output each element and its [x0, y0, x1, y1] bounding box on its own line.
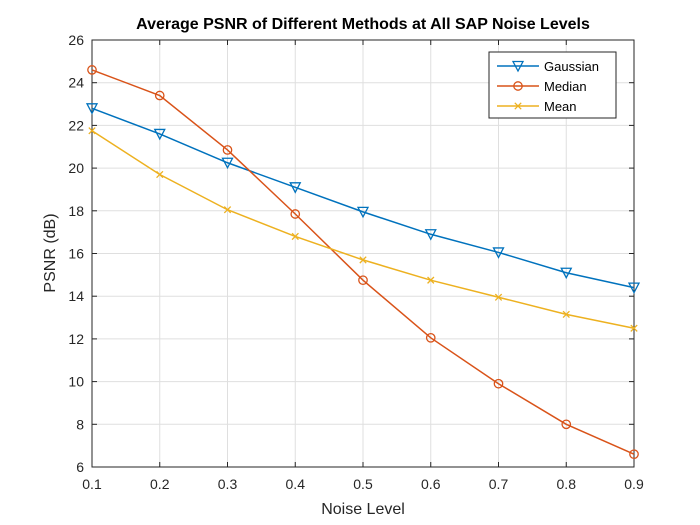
- x-tick-label: 0.7: [489, 476, 509, 492]
- legend-marker-mean: [514, 102, 522, 110]
- y-tick-label: 16: [68, 246, 84, 262]
- data-point-mean: [223, 206, 232, 214]
- x-tick-label: 0.1: [82, 476, 102, 492]
- y-tick-label: 12: [68, 331, 84, 347]
- data-point-gaussian: [560, 267, 573, 280]
- data-point-mean-stroke: [562, 310, 570, 319]
- legend: Gaussian Median Mean: [488, 51, 617, 119]
- data-point-median: [629, 449, 639, 460]
- legend-box: [488, 51, 617, 119]
- x-tick-label: 0.4: [286, 476, 306, 492]
- chart-title: Average PSNR of Different Methods at All…: [136, 16, 590, 33]
- data-point-median: [358, 275, 368, 286]
- series-layer: [85, 65, 641, 460]
- data-point-mean-stroke: [223, 206, 232, 214]
- data-point-median: [493, 378, 504, 389]
- legend-item-gaussian: Gaussian: [497, 59, 599, 74]
- data-point-mean-stroke: [630, 324, 638, 332]
- data-point-mean: [291, 232, 299, 241]
- series-line-gaussian: [91, 107, 635, 289]
- x-tick-label: 0.3: [218, 476, 238, 492]
- data-point-median: [87, 65, 97, 75]
- grid: [91, 39, 635, 468]
- y-tick-label: 10: [68, 374, 84, 390]
- data-point-mean: [562, 310, 570, 319]
- data-point-mean: [630, 324, 638, 332]
- data-point-median: [561, 419, 572, 430]
- series-line-median: [91, 69, 635, 455]
- x-tick-label: 0.9: [624, 476, 644, 492]
- y-tick-label: 20: [68, 160, 84, 176]
- data-point-mean-stroke: [427, 276, 435, 284]
- y-tick-label: 18: [68, 203, 84, 219]
- axes-box: [91, 39, 635, 468]
- data-point-mean: [156, 170, 164, 179]
- data-point-mean: [359, 256, 367, 264]
- x-tick-label: 0.8: [557, 476, 577, 492]
- series-median: [87, 65, 639, 460]
- legend-marker-median: [513, 81, 523, 91]
- data-point-mean-stroke: [291, 232, 299, 241]
- series-mean: [88, 127, 638, 332]
- data-point-gaussian: [221, 157, 234, 170]
- legend-item-mean: Mean: [497, 99, 577, 114]
- data-point-gaussian: [424, 229, 437, 241]
- y-tick-label: 24: [68, 75, 84, 91]
- y-tick-label: 8: [76, 416, 84, 432]
- legend-marker-gaussian: [511, 60, 525, 73]
- legend-label-median: Median: [544, 79, 587, 94]
- data-point-median: [222, 145, 233, 155]
- data-point-median: [154, 90, 165, 101]
- data-point-gaussian: [627, 282, 641, 295]
- y-tick-label: 6: [76, 459, 84, 475]
- y-tick-label: 14: [68, 288, 84, 304]
- data-point-mean-stroke: [359, 256, 367, 264]
- x-tick-label: 0.2: [150, 476, 170, 492]
- data-point-median: [290, 209, 301, 219]
- data-point-mean-stroke: [156, 170, 164, 179]
- axes: 0.1 0.2 0.3 0.4 0.5 0.6 0.7 0.8 0.9 6 8 10 12 14 16 18 2…: [68, 32, 644, 492]
- data-point-gaussian: [356, 206, 370, 219]
- y-tick-label: 26: [68, 32, 84, 48]
- data-point-mean: [427, 276, 435, 284]
- x-axis-label: Noise Level: [321, 501, 405, 518]
- legend-item-median: Median: [497, 79, 587, 94]
- data-point-gaussian: [289, 182, 302, 194]
- data-point-gaussian: [85, 103, 99, 115]
- y-tick-label: 22: [68, 117, 84, 133]
- data-point-gaussian: [492, 247, 505, 259]
- y-axis-label: PSNR (dB): [42, 213, 59, 292]
- data-point-gaussian: [153, 128, 166, 141]
- x-tick-label: 0.6: [421, 476, 441, 492]
- legend-label-gaussian: Gaussian: [544, 59, 599, 74]
- data-point-mean-stroke: [494, 293, 503, 301]
- legend-label-mean: Mean: [544, 99, 577, 114]
- x-tick-label: 0.5: [353, 476, 373, 492]
- data-point-median: [425, 332, 436, 343]
- series-gaussian: [85, 103, 641, 295]
- data-point-mean-stroke: [88, 127, 96, 135]
- legend-marker-mean-stroke: [514, 102, 522, 110]
- data-point-mean: [494, 293, 503, 301]
- data-point-mean: [88, 127, 96, 135]
